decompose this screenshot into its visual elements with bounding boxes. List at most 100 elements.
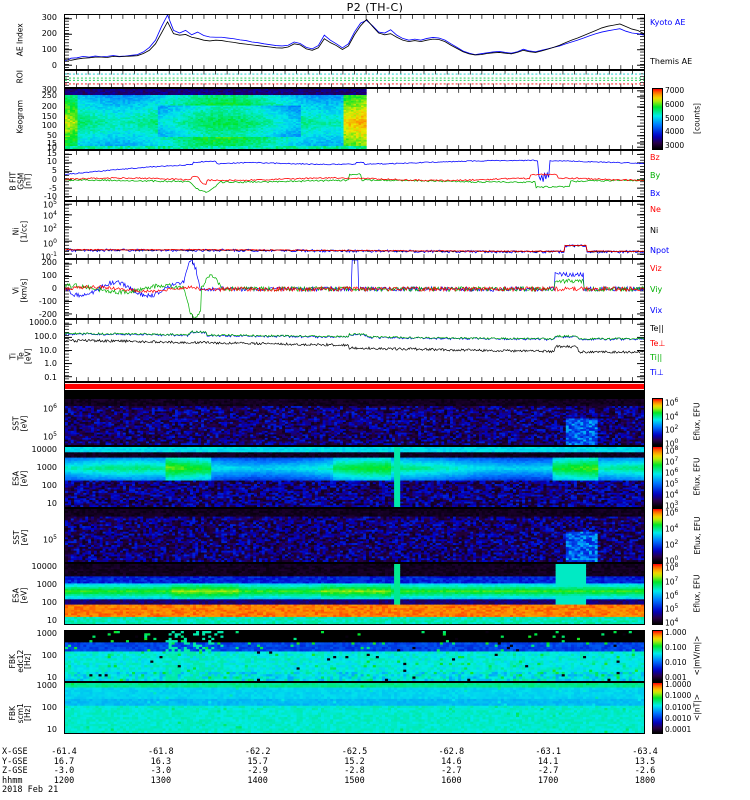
panel-vi bbox=[64, 259, 645, 319]
colorbar-tick: 7000 bbox=[665, 87, 684, 95]
panel-ae-index bbox=[64, 14, 645, 70]
y-tick-label: 100 bbox=[0, 238, 57, 249]
colorbar-tick: 104 bbox=[665, 411, 678, 421]
y-axis-title-ti-te: Ti Te [eV] bbox=[8, 314, 32, 397]
legend-label-vix: Vix bbox=[650, 306, 662, 315]
colorbar-tick: 100 bbox=[665, 438, 678, 448]
y-tick-label: 104 bbox=[0, 210, 57, 221]
axis-tick-value: -61.8 bbox=[148, 747, 174, 758]
y-tick-label: 10 bbox=[0, 499, 57, 508]
colorbar-tick: 100 bbox=[665, 555, 678, 565]
axis-row-label-z-gse: Z-GSE bbox=[2, 766, 28, 777]
y-tick-label: 106 bbox=[0, 403, 57, 414]
y-tick-label: 105 bbox=[0, 199, 57, 210]
colorbar-tick: 106 bbox=[665, 467, 678, 477]
axis-tick-value: 13.5 bbox=[635, 757, 655, 768]
colorbar-tick: 0.010 bbox=[665, 659, 686, 667]
y-tick-label: 1000 bbox=[0, 629, 57, 638]
panel-sst-e bbox=[64, 398, 645, 446]
y-tick-label: 105 bbox=[0, 431, 57, 442]
colorbar-tick: 104 bbox=[665, 489, 678, 499]
legend-label-bz: Bz bbox=[650, 154, 660, 162]
y-axis-title-esa-i: ESA [eV] bbox=[12, 555, 29, 637]
colorbar-keogram bbox=[652, 88, 663, 150]
panel-roi bbox=[64, 70, 645, 88]
colorbar-tick: 0.0001 bbox=[665, 726, 691, 734]
colorbar-tick: 108 bbox=[665, 562, 678, 572]
axis-tick-value: -2.7 bbox=[538, 766, 558, 777]
axis-tick-value: -2.9 bbox=[247, 766, 267, 777]
axis-tick-value: -62.5 bbox=[342, 747, 368, 758]
y-tick-label: 10 bbox=[0, 726, 57, 734]
legend-label-ti: Ti⊥ bbox=[650, 369, 664, 377]
colorbar-tick: 108 bbox=[665, 445, 678, 455]
panel-ni bbox=[64, 201, 645, 259]
y-tick-label: 100 bbox=[0, 652, 57, 660]
y-tick-label: 0.1 bbox=[0, 373, 57, 382]
y-tick-label: 200 bbox=[0, 102, 57, 111]
axis-tick-value: -63.1 bbox=[535, 747, 561, 758]
colorbar-tick: 102 bbox=[665, 424, 678, 434]
y-tick-label: 15 bbox=[0, 149, 57, 158]
panel-ti-te bbox=[64, 319, 645, 382]
y-tick-label: 1000 bbox=[0, 681, 57, 690]
y-tick-label: 100 bbox=[0, 704, 57, 712]
colorbar-fbk-edc12 bbox=[652, 630, 663, 682]
colorbar-title-esa-e: Eflux, EFU bbox=[693, 441, 702, 513]
page-title: P2 (TH-C) bbox=[0, 1, 750, 14]
legend-label-ni: Ni bbox=[650, 226, 658, 235]
y-tick-label: 10 bbox=[0, 616, 57, 625]
colorbar-tick: 104 bbox=[665, 523, 678, 533]
colorbar-esa-i bbox=[652, 563, 663, 625]
y-tick-label: -5 bbox=[0, 184, 57, 193]
colorbar-title-fbk-scm: <|nT|> bbox=[693, 677, 702, 739]
y-tick-label: 100 bbox=[0, 598, 57, 607]
colorbar-fbk-scm bbox=[652, 682, 663, 734]
axis-tick-value: 14.6 bbox=[441, 757, 461, 768]
colorbar-title-keogram: [counts] bbox=[693, 83, 702, 155]
panel-keogram bbox=[64, 88, 645, 150]
legend-label-viy: Viy bbox=[650, 285, 662, 294]
colorbar-tick: 5000 bbox=[665, 114, 684, 123]
legend-label-kyotoae: Kyoto AE bbox=[650, 18, 685, 27]
colorbar-title-esa-i: Eflux, EFU bbox=[693, 558, 702, 630]
y-tick-label: -100 bbox=[0, 297, 57, 306]
y-tick-label: 1000 bbox=[0, 464, 57, 472]
colorbar-tick: 105 bbox=[665, 478, 678, 488]
y-tick-label: 10.0 bbox=[0, 346, 57, 355]
axis-tick-value: 1700 bbox=[538, 776, 558, 787]
axis-tick-value: 1300 bbox=[151, 776, 171, 787]
y-tick-label: 0 bbox=[0, 285, 57, 293]
axis-tick-value: -2.8 bbox=[344, 766, 364, 777]
axis-tick-value: 1600 bbox=[441, 776, 461, 787]
axis-tick-value: 1800 bbox=[635, 776, 655, 787]
y-tick-label: 200 bbox=[0, 29, 57, 38]
axis-tick-value: 14.1 bbox=[538, 757, 558, 768]
panel-b-fit bbox=[64, 150, 645, 201]
y-tick-label: -10 bbox=[0, 193, 57, 201]
axis-tick-value: -3.0 bbox=[151, 766, 171, 777]
y-tick-label: 102 bbox=[0, 223, 57, 234]
y-tick-label: 1000 bbox=[0, 581, 57, 589]
colorbar-tick: 0.0100 bbox=[665, 703, 691, 712]
legend-label-te: Te|| bbox=[650, 325, 664, 333]
y-tick-label: 100 bbox=[0, 46, 57, 54]
colorbar-tick: 3000 bbox=[665, 142, 684, 150]
axis-row-label-x-gse: X-GSE bbox=[2, 747, 28, 758]
legend-label-ne: Ne bbox=[650, 206, 661, 214]
y-tick-label: 10 bbox=[0, 158, 57, 166]
y-tick-label: 250 bbox=[0, 92, 57, 100]
colorbar-tick: 107 bbox=[665, 456, 678, 466]
panel-fbk-edc12 bbox=[64, 630, 645, 682]
y-tick-label: 200 bbox=[0, 259, 57, 267]
axis-tick-value: -2.6 bbox=[635, 766, 655, 777]
panel-sst-i bbox=[64, 508, 645, 563]
colorbar-tick: 0.0010 bbox=[665, 715, 691, 723]
colorbar-esa-e bbox=[652, 446, 663, 508]
colorbar-tick: 106 bbox=[665, 507, 678, 517]
y-tick-label: 10 bbox=[0, 674, 57, 682]
colorbar-tick: 107 bbox=[665, 576, 678, 586]
axis-tick-value: -61.4 bbox=[51, 747, 77, 758]
axis-tick-value: 15.7 bbox=[247, 757, 267, 768]
